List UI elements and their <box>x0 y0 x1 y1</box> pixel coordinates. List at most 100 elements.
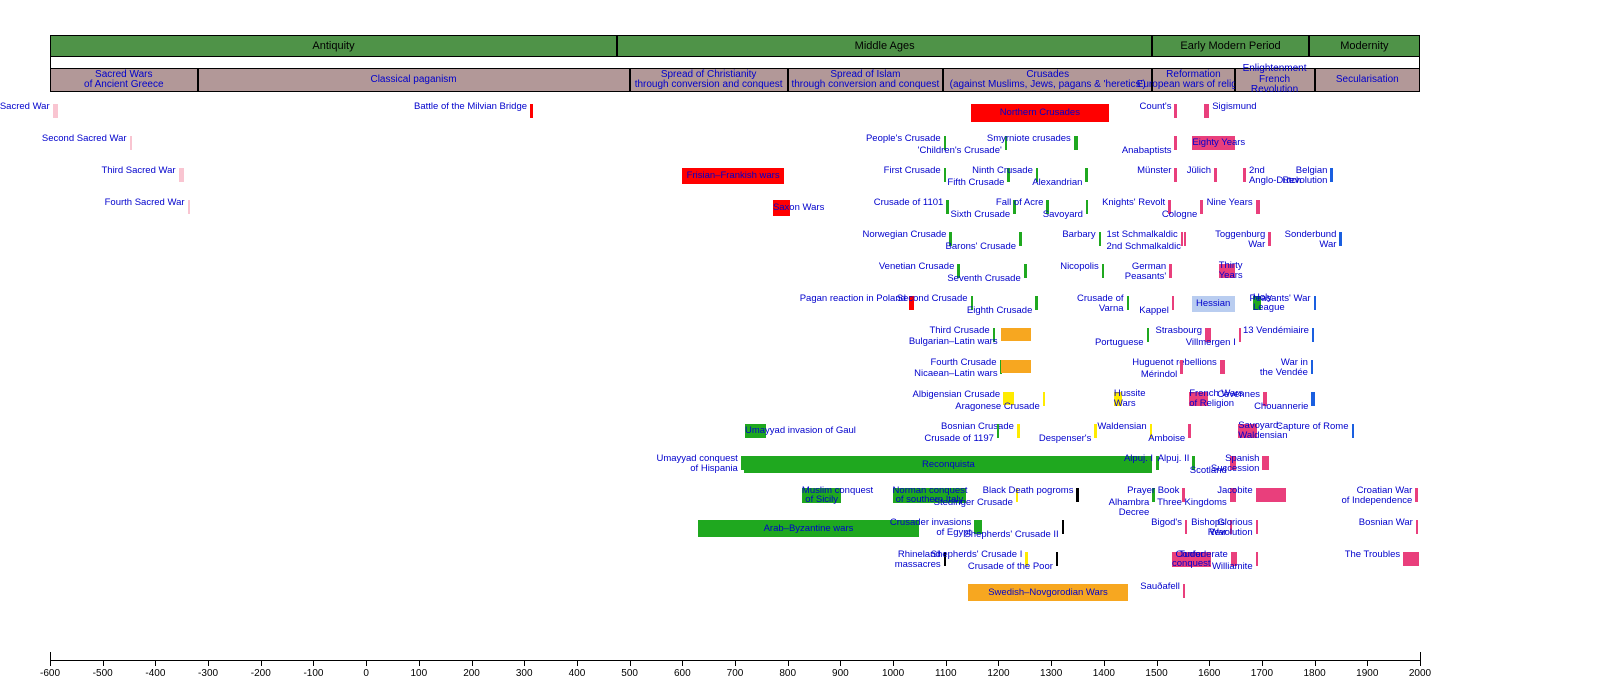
event-bar <box>1085 168 1088 182</box>
axis-tick-label: 1300 <box>1040 668 1062 679</box>
event-bar <box>1352 424 1355 438</box>
event-label: Capture of Rome <box>1276 422 1348 432</box>
event-bar <box>530 104 533 118</box>
event-label: Kappel <box>1139 306 1169 316</box>
subera-band: Spread of Islamthrough conversion and co… <box>788 68 943 92</box>
event-bar <box>1339 232 1342 246</box>
event-bar <box>1314 296 1317 310</box>
subera-label: (against Muslims, Jews, pagans & 'hereti… <box>950 80 1146 91</box>
event-label: Crusade of 1101 <box>874 198 944 208</box>
event-bar <box>1188 424 1191 438</box>
event-bar <box>944 168 947 182</box>
event-label: Despenser's <box>1039 434 1092 444</box>
subera-label: Classical paganism <box>370 75 456 86</box>
event-label: Jülich <box>1187 166 1211 176</box>
event-label: Fourth Sacred War <box>105 198 185 208</box>
event-bar <box>1147 328 1150 342</box>
event-label: SpanishSuccession <box>1211 454 1260 473</box>
event-label: ToggenburgWar <box>1215 230 1265 249</box>
event-bar <box>997 424 1000 438</box>
event-label: Frisian–Frankish wars <box>682 171 784 181</box>
event-bar <box>1220 360 1225 374</box>
axis-tick-label: -600 <box>40 668 60 679</box>
event-label: French Warsof Religion <box>1189 389 1208 408</box>
event-label: Three Kingdoms <box>1157 498 1227 508</box>
axis-tick-label: 2000 <box>1409 668 1431 679</box>
era-label: Antiquity <box>312 40 354 52</box>
event-label: Crusade of the Poor <box>968 562 1053 572</box>
event-bar <box>1181 232 1184 246</box>
event-bar <box>1204 104 1209 118</box>
event-label: Sauðafell <box>1140 582 1180 592</box>
event-bar <box>1243 168 1246 182</box>
event-label: Shepherds' Crusade II <box>964 530 1058 540</box>
event-bar <box>179 168 184 182</box>
event-label: Villmergen I <box>1186 338 1236 348</box>
event-label: Eighty Years <box>1192 138 1234 148</box>
event-bar <box>1056 552 1059 566</box>
event-bar <box>1256 488 1287 502</box>
event-bar <box>1330 168 1333 182</box>
event-label: Alexandrian <box>1032 178 1082 188</box>
event-bar <box>1035 296 1038 310</box>
event-label: War inthe Vendée <box>1260 358 1308 377</box>
event-bar <box>1416 520 1419 534</box>
subera-band: EnlightenmentFrenchRevolution <box>1235 68 1315 92</box>
event-bar <box>53 104 58 118</box>
event-label: Chouannerie <box>1254 402 1308 412</box>
event-label: Third Sacred War <box>101 166 175 176</box>
event-label: The Troubles <box>1345 550 1400 560</box>
event-label: 13 Vendémiaire <box>1243 326 1309 336</box>
event-label: Battle of the Milvian Bridge <box>414 102 527 112</box>
event-bar <box>1183 584 1186 598</box>
timeline-chart: AntiquityMiddle AgesEarly Modern PeriodM… <box>0 0 1600 700</box>
axis-tick-label: 700 <box>727 668 744 679</box>
axis-tick-label: 1200 <box>987 668 1009 679</box>
event-bar <box>1415 488 1418 502</box>
event-label: Fifth Crusade <box>947 178 1004 188</box>
axis-tick-label: 1600 <box>1198 668 1220 679</box>
event-bar <box>1256 520 1259 534</box>
era-band: Antiquity <box>50 35 617 57</box>
event-bar <box>1099 232 1102 246</box>
event-label: Knights' Revolt <box>1102 198 1165 208</box>
axis-tick-label: 0 <box>363 668 369 679</box>
event-bar <box>946 200 949 214</box>
axis-tick-label: -500 <box>93 668 113 679</box>
event-bar <box>1062 520 1065 534</box>
event-label: Hessian <box>1192 299 1235 309</box>
event-label: Pagan reaction in Poland <box>800 294 906 304</box>
event-bar <box>1172 296 1175 310</box>
event-bar <box>130 136 133 150</box>
event-label: Alpuj. I <box>1124 454 1153 464</box>
event-bar <box>1001 328 1031 341</box>
event-bar <box>1239 328 1242 342</box>
event-label: Alpuj. II <box>1158 454 1190 464</box>
event-label: Bosnian Crusade <box>941 422 1014 432</box>
event-bar <box>1262 456 1269 470</box>
event-label: Waldensian <box>1097 422 1146 432</box>
event-label: Aragonese Crusade <box>955 402 1040 412</box>
subera-band: Sacred Warsof Ancient Greece <box>50 68 198 92</box>
event-label: Shepherds' Crusade I <box>931 550 1023 560</box>
subera-label: Secularisation <box>1336 75 1399 86</box>
event-label: Reconquista <box>744 460 1152 470</box>
axis-tick-label: 1900 <box>1356 668 1378 679</box>
event-label: Croatian Warof Independence <box>1341 486 1412 505</box>
event-bar <box>1214 168 1217 182</box>
subera-band: Classical paganism <box>198 68 630 92</box>
event-bar <box>1256 552 1259 566</box>
event-bar <box>1102 264 1105 278</box>
event-bar <box>1086 200 1089 214</box>
event-label: Cevennes <box>1217 390 1260 400</box>
event-label: Eighth Crusade <box>967 306 1032 316</box>
event-label: Crusade of 1197 <box>924 434 994 444</box>
event-bar <box>1001 360 1031 373</box>
axis-tick-label: -100 <box>303 668 323 679</box>
era-band: Middle Ages <box>617 35 1152 57</box>
event-label: Seventh Crusade <box>947 274 1020 284</box>
event-label: 2nd Schmalkaldic <box>1106 242 1180 252</box>
event-label: Nine Years <box>1207 198 1253 208</box>
event-label: Ninth Crusade <box>972 166 1033 176</box>
event-label: Saxon Wars <box>773 203 790 213</box>
